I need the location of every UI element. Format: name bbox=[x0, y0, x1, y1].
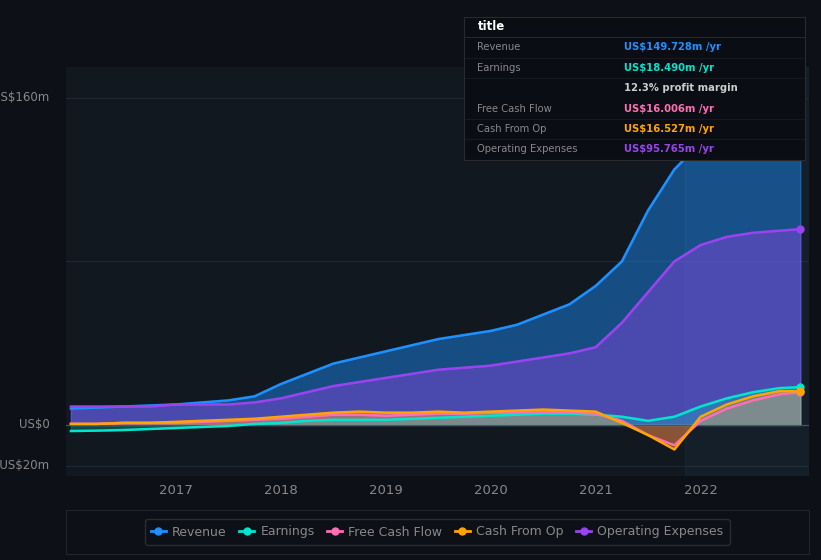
Text: Free Cash Flow: Free Cash Flow bbox=[478, 104, 553, 114]
Legend: Revenue, Earnings, Free Cash Flow, Cash From Op, Operating Expenses: Revenue, Earnings, Free Cash Flow, Cash … bbox=[144, 519, 730, 545]
Point bbox=[794, 382, 807, 391]
Text: US$18.490m /yr: US$18.490m /yr bbox=[624, 63, 714, 73]
Point bbox=[794, 114, 807, 123]
Text: US$95.765m /yr: US$95.765m /yr bbox=[624, 144, 714, 155]
Text: US$0: US$0 bbox=[19, 418, 49, 431]
Text: title: title bbox=[478, 21, 505, 34]
Point bbox=[794, 388, 807, 396]
Text: Operating Expenses: Operating Expenses bbox=[478, 144, 578, 155]
Text: 12.3% profit margin: 12.3% profit margin bbox=[624, 83, 738, 93]
Text: Earnings: Earnings bbox=[478, 63, 521, 73]
Point bbox=[794, 225, 807, 234]
Text: US$16.006m /yr: US$16.006m /yr bbox=[624, 104, 714, 114]
Text: Revenue: Revenue bbox=[478, 43, 521, 53]
Text: US$16.527m /yr: US$16.527m /yr bbox=[624, 124, 714, 134]
Text: US$160m: US$160m bbox=[0, 91, 49, 104]
Text: Cash From Op: Cash From Op bbox=[478, 124, 547, 134]
Text: -US$20m: -US$20m bbox=[0, 459, 49, 472]
Bar bbox=[685, 67, 811, 476]
Text: US$149.728m /yr: US$149.728m /yr bbox=[624, 43, 721, 53]
Point bbox=[794, 387, 807, 396]
